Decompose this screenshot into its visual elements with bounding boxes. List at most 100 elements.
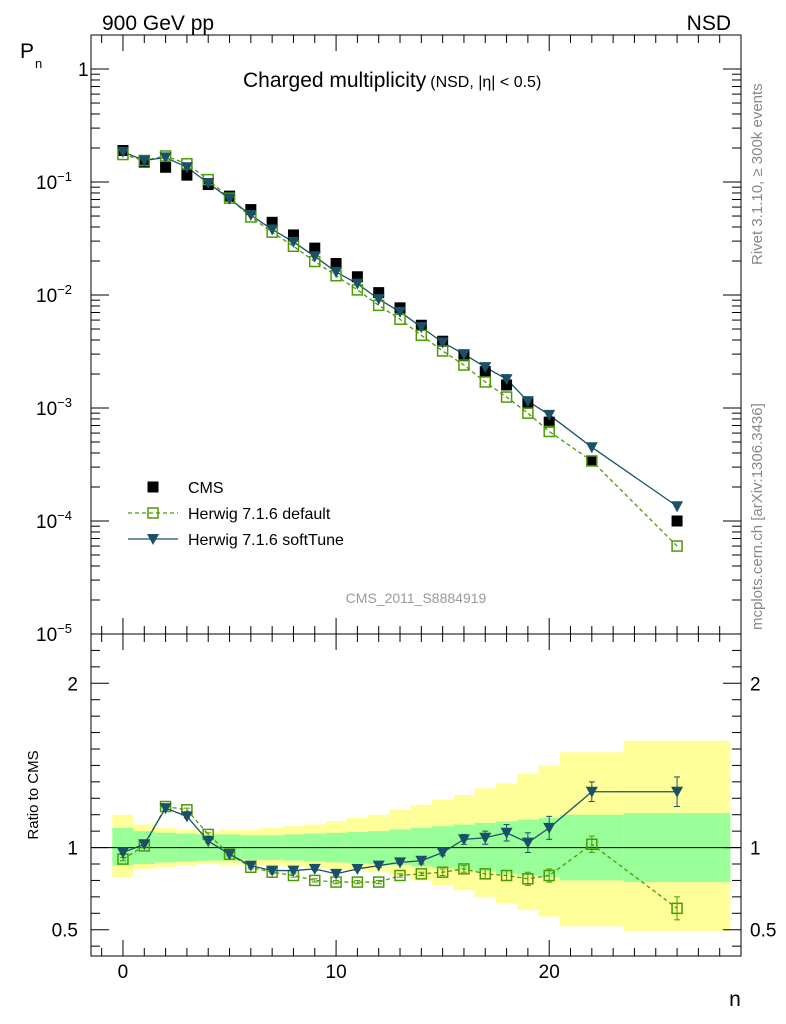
data-point: [436, 337, 449, 349]
ratio-point: [415, 868, 428, 880]
data-point: [500, 391, 513, 403]
energy-label: 900 GeV pp: [102, 12, 214, 35]
x-tick-label: 0: [118, 962, 129, 983]
data-point: [309, 242, 321, 254]
ratio-point: [671, 786, 684, 798]
ratio-point: [436, 847, 449, 859]
ratio-x-axis: 0 10 20: [101, 634, 721, 983]
ratio-point: [308, 863, 321, 875]
ratio-plot-area: [91, 740, 741, 932]
ratio-point: [522, 873, 534, 885]
data-point: [671, 540, 683, 552]
ratio-y-tick-label-right: 0.5: [750, 921, 776, 942]
ratio-point: [543, 869, 555, 882]
ratio-point: [457, 834, 470, 846]
ratio-panel: 2 2 1 1 0.5 0.5 0 10 20 Ratio to CMS n: [25, 633, 776, 1011]
ratio-point: [671, 902, 683, 915]
data-point: [586, 455, 598, 467]
legend-label: Herwig 7.1.6 softTune: [188, 532, 344, 549]
main-y-axis: 1 10−1 10−2 10−3 10−4 10−5: [36, 34, 741, 646]
data-point: [586, 455, 598, 467]
data-point: [266, 216, 278, 228]
data-point: [330, 266, 343, 278]
ratio-point: [223, 849, 236, 861]
data-point: [394, 306, 407, 318]
main-x-axis: [101, 35, 721, 634]
y-tick-label: 10−5: [36, 621, 72, 646]
data-point: [543, 425, 555, 438]
ratio-point: [138, 839, 151, 851]
ratio-point: [372, 876, 385, 888]
ratio-point: [309, 874, 321, 887]
main-panel: 1 10−1 10−2 10−3 10−4 10−5 Charged multiplici…: [20, 34, 742, 646]
ratio-point: [202, 836, 215, 847]
data-point: [585, 442, 598, 454]
data-point: [521, 396, 534, 408]
y-tick-label: 10−3: [36, 395, 72, 420]
data-point: [372, 294, 385, 306]
data-point: [373, 287, 385, 299]
data-point: [245, 204, 257, 216]
legend-marker: [147, 534, 159, 545]
data-point: [522, 407, 534, 419]
main-plot-area: [116, 145, 684, 552]
ratio-point: [586, 838, 598, 851]
x-axis-label: n: [729, 988, 741, 1011]
ratio-point: [116, 847, 129, 859]
ratio-y-tick-label-right: 1: [750, 839, 761, 860]
data-point: [457, 349, 470, 361]
data-point: [415, 322, 428, 334]
data-point: [671, 515, 683, 527]
data-point: [479, 362, 492, 374]
ratio-point: [543, 822, 556, 834]
data-point: [500, 374, 513, 386]
data-point: [202, 178, 215, 190]
x-tick-label: 20: [539, 962, 560, 983]
ratio-point: [479, 868, 492, 880]
ratio-point: [266, 865, 279, 877]
data-point: [116, 146, 129, 158]
data-point: [181, 169, 193, 181]
y-tick-label: 10−4: [36, 508, 72, 533]
series-line-herwig-7.1.6-default: [122, 153, 678, 547]
x-tick-label: 10: [326, 962, 347, 983]
ratio-panel-frame: [90, 633, 742, 957]
ratio-point: [394, 869, 406, 882]
ratio-point: [287, 865, 300, 877]
process-label: NSD: [687, 12, 731, 35]
legend-label: Herwig 7.1.6 default: [188, 506, 331, 523]
ratio-point: [394, 857, 407, 869]
data-point: [244, 210, 257, 222]
y-axis-label-sub: n: [35, 56, 42, 71]
data-point: [287, 236, 300, 248]
data-point: [479, 376, 492, 388]
data-point: [287, 229, 299, 241]
y-axis-label: Pn: [20, 40, 42, 71]
legend-label: CMS: [188, 480, 224, 497]
ratio-point: [521, 837, 534, 849]
ratio-point: [180, 811, 193, 823]
data-point: [330, 258, 342, 270]
mcplots-label: mcplots.cern.ch [arXiv:1306.3436]: [749, 403, 766, 630]
ratio-point: [479, 832, 492, 844]
ratio-point: [500, 827, 513, 839]
ratio-y-tick-label: 1: [67, 839, 78, 860]
data-point: [351, 278, 364, 290]
y-tick-label: 10−1: [36, 169, 72, 194]
ratio-y-tick-label: 0.5: [52, 921, 78, 942]
ratio-y-axis: 2 2 1 1 0.5 0.5: [52, 649, 776, 947]
y-tick-label: 1: [78, 60, 89, 81]
ratio-point: [458, 863, 470, 875]
ratio-point: [436, 866, 449, 878]
legend-marker: [147, 507, 159, 519]
data-point: [159, 152, 172, 164]
data-point: [223, 193, 236, 205]
ratio-point: [244, 860, 257, 872]
data-point: [266, 224, 279, 236]
main-subtitle: (NSD, |η| < 0.5): [430, 74, 541, 91]
data-point: [138, 155, 151, 167]
ratio-point: [351, 876, 364, 888]
data-point: [351, 271, 363, 283]
y-tick-label: 10−2: [36, 282, 72, 307]
